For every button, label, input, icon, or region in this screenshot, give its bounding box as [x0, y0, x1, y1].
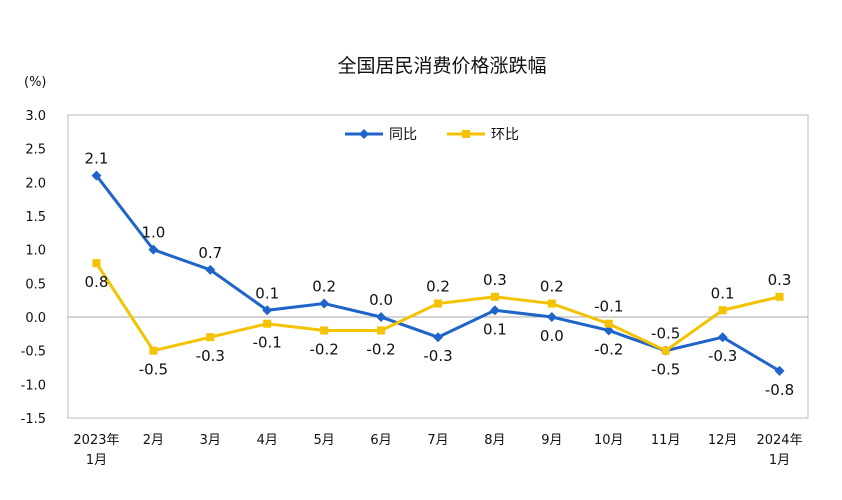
data-label: 1.0: [141, 224, 165, 242]
data-point: [91, 170, 102, 181]
x-tick-label: 10月: [594, 433, 624, 448]
x-tick-label: 1月: [86, 453, 107, 468]
data-point: [603, 325, 614, 336]
data-point: [262, 305, 273, 316]
x-tick-label: 3月: [200, 433, 221, 448]
data-label: -0.2: [366, 340, 395, 358]
legend-label: 环比: [491, 127, 519, 143]
data-label: -0.2: [310, 340, 339, 358]
x-tick-label: 4月: [257, 433, 278, 448]
data-point: [149, 346, 158, 355]
data-label: -0.8: [765, 381, 794, 399]
data-point: [434, 299, 442, 308]
x-tick-label: 6月: [370, 433, 391, 448]
y-axis-unit: (%): [24, 75, 47, 90]
data-point: [377, 326, 386, 335]
data-label: -0.3: [423, 347, 452, 365]
data-label: 0.1: [255, 284, 279, 302]
data-point: [718, 306, 727, 315]
data-label: -0.1: [253, 334, 282, 352]
data-label: -0.5: [139, 361, 168, 379]
data-label: -0.2: [594, 340, 623, 358]
data-point: [205, 264, 216, 275]
x-tick-label: 11月: [651, 433, 681, 448]
data-label: 0.1: [483, 320, 507, 338]
data-point: [774, 365, 785, 376]
data-label: 0.0: [369, 291, 393, 309]
data-point: [92, 259, 101, 268]
y-tick-label: -1.5: [21, 412, 46, 427]
x-tick-label: 12月: [708, 433, 738, 448]
chart-title: 全国居民消费价格涨跌幅: [337, 55, 546, 77]
data-point: [433, 332, 443, 343]
legend-label: 同比: [389, 127, 417, 143]
data-label: -0.5: [651, 325, 680, 343]
data-label: 0.2: [540, 278, 564, 296]
x-tick-label: 5月: [314, 433, 335, 448]
data-point: [319, 298, 330, 309]
data-label: 0.2: [312, 278, 336, 296]
data-point: [775, 292, 784, 301]
data-label: -0.5: [651, 361, 680, 379]
y-tick-label: 0.5: [25, 277, 46, 292]
data-point: [376, 312, 387, 322]
data-label: 0.3: [483, 271, 507, 289]
x-tick-label: 1月: [769, 453, 790, 468]
data-label: 0.2: [426, 278, 450, 296]
y-tick-label: 2.0: [25, 176, 46, 191]
data-point: [263, 319, 272, 328]
data-point: [206, 333, 215, 342]
x-tick-label: 8月: [484, 433, 505, 448]
x-tick-label: 2月: [143, 433, 164, 448]
legend-marker: [359, 129, 369, 139]
y-tick-label: 1.5: [25, 210, 46, 225]
data-label: 0.7: [198, 244, 222, 262]
x-tick-label: 2024年: [756, 433, 802, 448]
y-tick-label: 2.5: [25, 143, 46, 158]
y-tick-label: 0.0: [25, 311, 46, 326]
data-point: [489, 305, 500, 316]
data-point: [148, 244, 159, 255]
data-label: -0.3: [196, 347, 225, 365]
data-point: [717, 332, 728, 343]
plot-area: [67, 114, 809, 419]
x-tick-label: 2023年: [73, 433, 119, 448]
data-point: [490, 292, 499, 301]
legend-marker: [462, 130, 470, 138]
data-label: 0.1: [711, 284, 735, 302]
x-tick-label: 9月: [541, 433, 562, 448]
data-label: 0.0: [540, 327, 564, 345]
y-tick-label: 3.0: [25, 109, 46, 124]
data-label: 0.3: [768, 271, 792, 289]
y-tick-label: -0.5: [21, 345, 46, 360]
data-label: 0.8: [85, 273, 109, 291]
y-tick-label: -1.0: [21, 378, 46, 393]
data-point: [546, 312, 557, 322]
y-tick-label: 1.0: [25, 244, 46, 259]
data-point: [661, 346, 670, 355]
data-label: 2.1: [85, 150, 109, 168]
data-label: -0.3: [708, 347, 737, 365]
data-label: -0.1: [594, 298, 623, 316]
data-point: [547, 299, 556, 308]
data-point: [604, 319, 613, 328]
data-point: [320, 326, 329, 335]
x-tick-label: 7月: [427, 433, 448, 448]
